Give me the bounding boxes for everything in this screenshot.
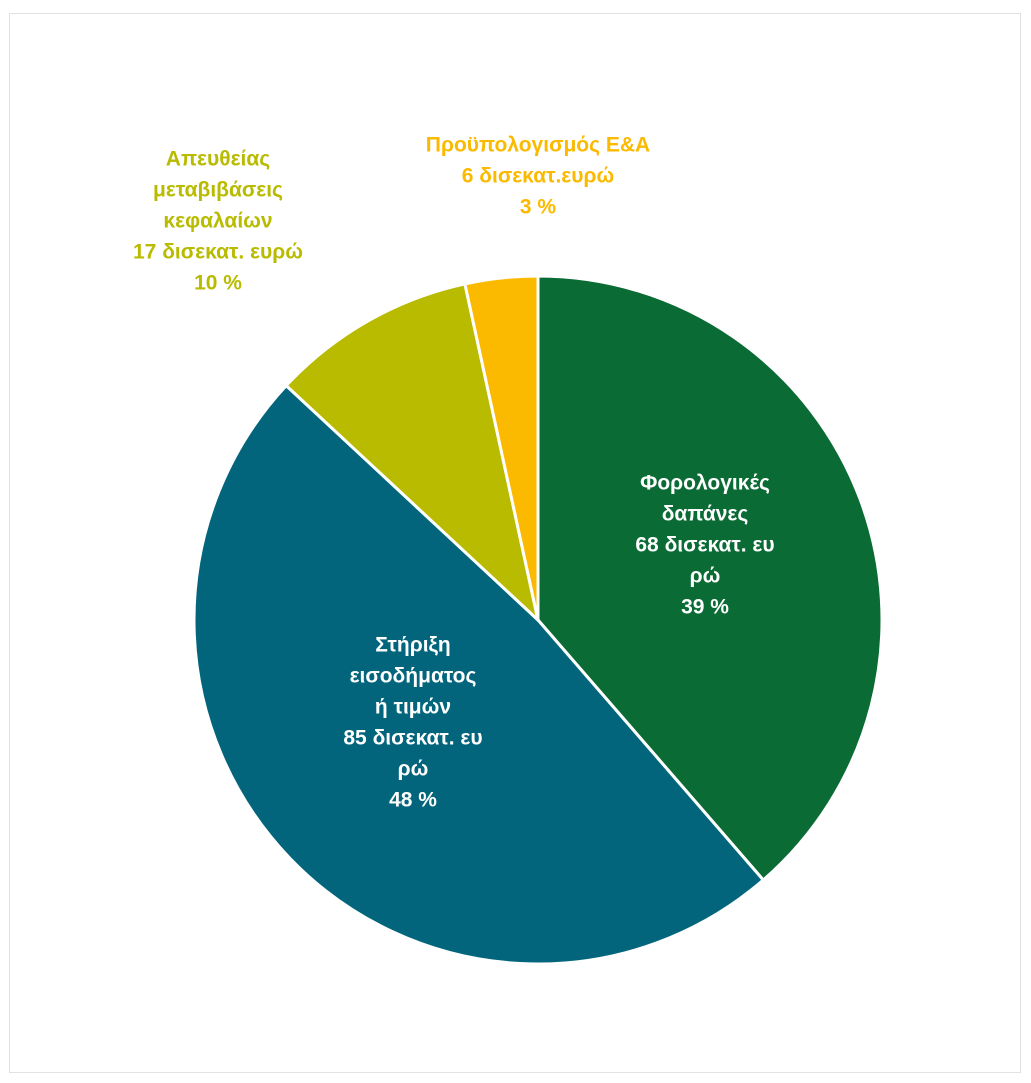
data-label-2-line-3: ή τιμών <box>375 696 451 719</box>
data-label-4: Προϋπολογισμός Ε&Α 6 δισεκατ.ευρώ 3 % <box>426 134 650 219</box>
data-label-3-line-1: Απευθείας <box>166 148 270 171</box>
data-label-2-line-2: εισοδήματος <box>350 665 477 688</box>
data-label-2-line-4: 85 δισεκατ. ευ <box>343 727 482 750</box>
data-label-2-line-1: Στήριξη <box>375 634 450 657</box>
data-label-1-line-3: 68 δισεκατ. ευ <box>635 534 774 557</box>
data-label-4-line-2: 6 δισεκατ.ευρώ <box>462 165 614 188</box>
data-label-2-line-5: ρώ <box>398 758 429 781</box>
pie-slices <box>192 274 884 966</box>
data-label-2-line-6: 48 % <box>389 789 437 812</box>
data-label-4-line-1: Προϋπολογισμός Ε&Α <box>426 134 650 157</box>
data-label-2: Στήριξη εισοδήματος ή τιμών 85 δισεκατ. ευ ρ… <box>343 634 482 812</box>
data-label-1-line-4: ρώ <box>690 565 721 588</box>
data-label-1: Φορολογικές δαπάνες 68 δισεκατ. ευ ρώ 39 % <box>635 472 774 619</box>
data-label-3: Απευθείας μεταβιβάσεις κεφαλαίων 17 δισεκατ… <box>133 148 303 295</box>
pie-slice-1 <box>536 274 884 882</box>
data-label-1-line-1: Φορολογικές <box>640 472 770 495</box>
data-label-3-line-5: 10 % <box>194 272 242 295</box>
data-label-3-line-2: μεταβιβάσεις <box>153 179 283 202</box>
data-label-1-line-2: δαπάνες <box>662 503 749 526</box>
data-label-4-line-3: 3 % <box>520 196 557 219</box>
pie-slice-3 <box>284 282 540 622</box>
pie-slice-2 <box>192 384 765 966</box>
data-label-3-line-4: 17 δισεκατ. ευρώ <box>133 241 303 264</box>
data-label-1-line-5: 39 % <box>681 596 729 619</box>
data-label-3-line-3: κεφαλαίων <box>163 210 272 233</box>
pie-slice-4 <box>463 274 540 622</box>
